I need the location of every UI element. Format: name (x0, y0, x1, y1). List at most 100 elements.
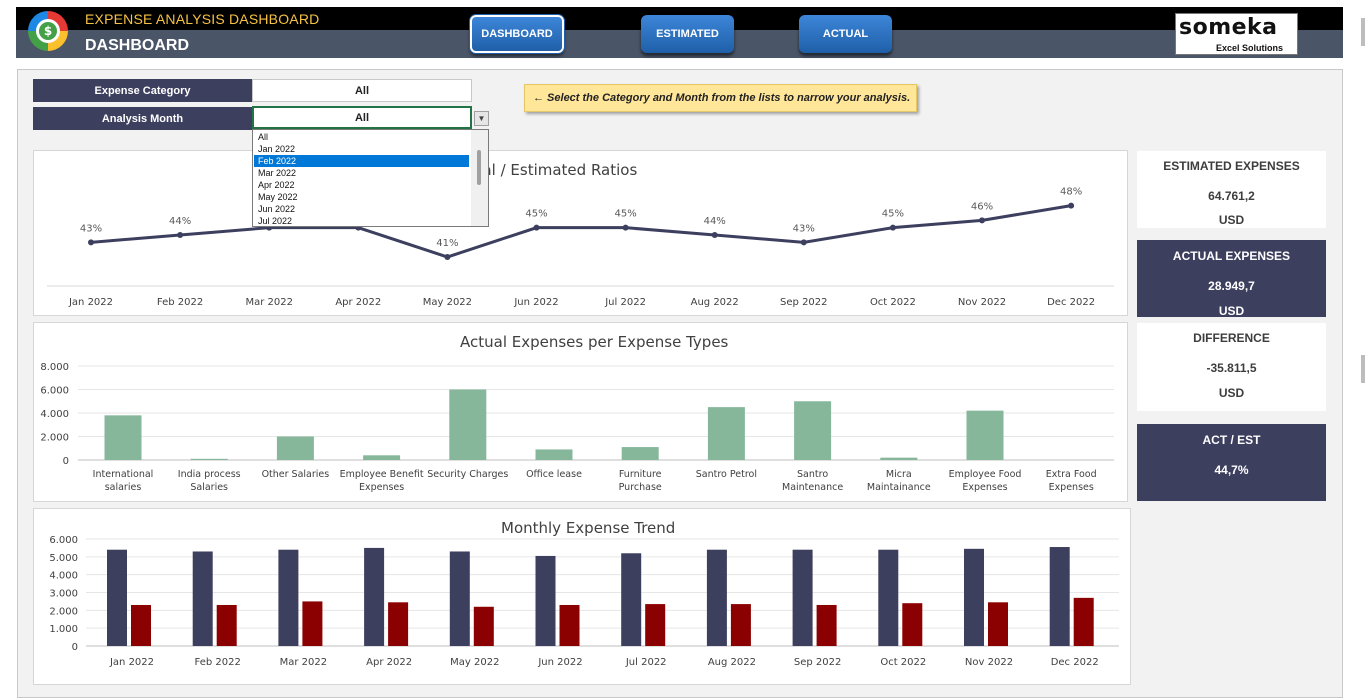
ratio-data-label: 43% (793, 223, 815, 234)
dropdown-arrow-icon[interactable]: ▼ (474, 111, 489, 126)
actual-bar (388, 602, 409, 646)
month-dropdown-list[interactable]: All Jan 2022 Feb 2022 Mar 2022 Apr 2022 May 2… (252, 129, 489, 227)
scroll-handle[interactable] (1361, 18, 1365, 46)
estimated-bar (364, 547, 385, 646)
dropdown-scroll-thumb[interactable] (477, 150, 481, 185)
estimated-bar (449, 551, 470, 646)
x-tick-label: Apr 2022 (366, 657, 412, 668)
kpi-title: ESTIMATED EXPENSES (1163, 159, 1300, 173)
dropdown-option[interactable]: Jun 2022 (258, 204, 296, 214)
ratio-point (444, 254, 451, 260)
estimated-bar (1049, 547, 1070, 646)
kpi-value: 28.949,7 (1208, 279, 1255, 293)
x-tick-label: Jul 2022 (604, 297, 646, 308)
hint-note: ← Select the Category and Month from the… (524, 84, 917, 112)
brand-name: someka (1179, 15, 1278, 40)
y-tick-label: 4.000 (40, 409, 69, 420)
kpi-unit: USD (1218, 213, 1245, 227)
estimated-bar (535, 555, 556, 646)
y-tick-label: 4.000 (49, 571, 78, 582)
ratio-data-label: 43% (80, 223, 102, 234)
x-tick-label: Feb 2022 (195, 657, 241, 668)
expense-type-bar (535, 449, 573, 460)
x-tick-label: Jan 2022 (109, 657, 154, 668)
scroll-handle[interactable] (1361, 355, 1365, 383)
brand-logo[interactable]: someka Excel Solutions (1175, 13, 1298, 55)
ratio-data-label: 46% (971, 201, 993, 212)
x-tick-label: Security Charges (427, 469, 508, 480)
y-tick-label: 0 (63, 456, 69, 467)
x-tick-label: Aug 2022 (708, 657, 756, 668)
dropdown-option[interactable]: Jan 2022 (258, 144, 296, 154)
brand-tagline: Excel Solutions (1216, 43, 1284, 53)
x-tick-label: Santro Petrol (696, 469, 757, 480)
actual-bar (730, 604, 751, 646)
ratio-point (533, 224, 540, 231)
expense-types-chart-panel: Actual Expenses per Expense Types 8.000 6… (33, 322, 1128, 502)
act-est-ratio-card: ACT / EST 44,7% (1137, 424, 1326, 501)
expense-types-bar-chart: 8.000 6.000 4.000 2.000 0 International salari… (40, 362, 1114, 493)
actual-bar (988, 602, 1008, 646)
expense-type-bar (190, 458, 228, 460)
dashboard-nav-button[interactable]: DASHBOARD (470, 15, 564, 53)
dropdown-option[interactable]: Feb 2022 (254, 155, 469, 167)
analysis-month-label: Analysis Month (33, 107, 252, 130)
x-tick-label: Santro Maintenance (782, 469, 843, 493)
y-tick-label: 6.000 (49, 535, 78, 546)
app-logo-icon: $ (28, 11, 68, 51)
dropdown-option[interactable]: Mar 2022 (258, 168, 297, 178)
estimated-bar (621, 553, 642, 646)
actual-bar (902, 603, 923, 646)
x-tick-label: Jul 2022 (625, 657, 667, 668)
actual-bar (302, 601, 323, 646)
ratio-data-label: 44% (169, 216, 191, 227)
x-tick-label: Employee Benefit Expenses (340, 469, 424, 493)
kpi-unit: USD (1218, 386, 1245, 400)
estimated-nav-button[interactable]: ESTIMATED (641, 15, 734, 53)
y-tick-label: 3.000 (49, 589, 78, 600)
dropdown-option[interactable]: All (258, 132, 269, 142)
kpi-unit: USD (1218, 304, 1245, 318)
y-tick-label: 2.000 (40, 433, 69, 444)
actual-bar (473, 606, 494, 646)
actual-expenses-card: ACTUAL EXPENSES 28.949,7 USD (1137, 240, 1326, 318)
x-tick-label: Jun 2022 (513, 297, 558, 308)
actual-bar (559, 604, 580, 646)
dollar-icon: $ (39, 22, 57, 40)
ratio-point (711, 232, 718, 238)
x-tick-label: Office lease (526, 469, 582, 480)
dropdown-option[interactable]: Apr 2022 (258, 180, 295, 190)
ratio-point (1068, 202, 1075, 209)
x-tick-label: Oct 2022 (880, 657, 926, 668)
dropdown-option[interactable]: Jul 2022 (258, 216, 293, 226)
estimated-bar (878, 549, 899, 646)
expense-type-bar (621, 447, 659, 460)
expense-trend-chart-panel: Monthly Expense Trend 6.000 5.000 4.000 3.0… (33, 508, 1131, 685)
actual-nav-button[interactable]: ACTUAL (799, 15, 892, 53)
dropdown-option[interactable]: May 2022 (258, 192, 298, 202)
expense-type-bar (966, 410, 1004, 460)
ratio-data-label: 45% (614, 209, 636, 220)
analysis-month-select[interactable]: All (252, 106, 472, 129)
dropdown-scrollbar[interactable] (471, 130, 488, 226)
x-tick-label: Jan 2022 (68, 297, 113, 308)
kpi-title: ACTUAL EXPENSES (1172, 249, 1291, 263)
expense-trend-bar-chart: 6.000 5.000 4.000 3.000 2.000 1.000 0 Jan 2022 F… (49, 535, 1119, 668)
y-tick-label: 0 (72, 642, 78, 653)
expense-category-select[interactable]: All (252, 79, 472, 102)
x-tick-label: Extra Food Expenses (1046, 469, 1097, 493)
x-tick-label: Mar 2022 (280, 657, 328, 668)
ratio-data-label: 48% (1060, 187, 1082, 198)
expense-type-bar (449, 389, 487, 460)
x-tick-label: Dec 2022 (1047, 297, 1095, 308)
estimated-bar (706, 549, 727, 646)
kpi-value: 64.761,2 (1208, 189, 1255, 203)
estimated-expenses-card: ESTIMATED EXPENSES 64.761,2 USD (1137, 151, 1326, 228)
ratio-line-chart: 43% Jan 2022 44% Feb 2022 45% Mar 2022 45% Apr … (47, 187, 1114, 308)
ratio-chart-panel: Monthly Actual / Estimated Ratios 43% Jan… (33, 150, 1128, 316)
x-tick-label: Oct 2022 (870, 297, 916, 308)
expense-trend-chart-title: Monthly Expense Trend (501, 519, 676, 537)
x-tick-label: International salaries (93, 469, 154, 493)
x-tick-label: Feb 2022 (157, 297, 203, 308)
